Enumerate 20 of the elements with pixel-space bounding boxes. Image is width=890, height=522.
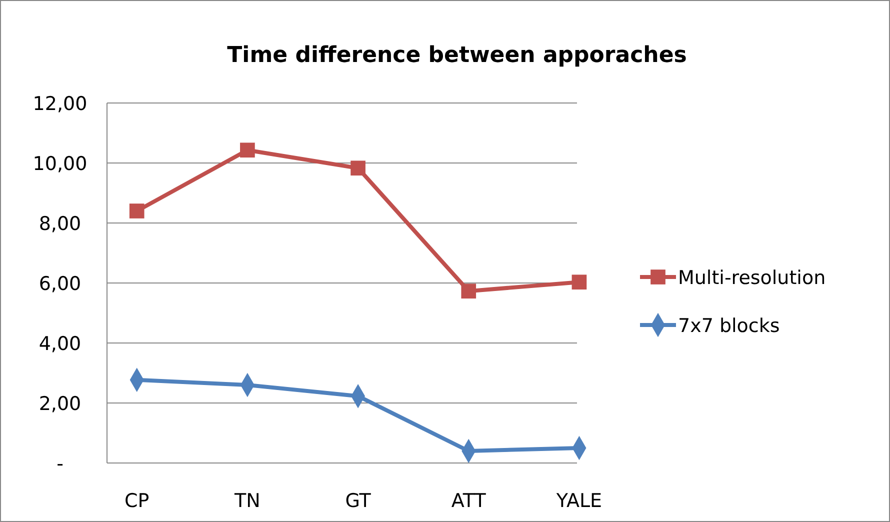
y-tick-label: 8,00 [38, 213, 82, 235]
y-tick-label: 12,00 [32, 93, 88, 115]
y-tick-label: 2,00 [38, 393, 82, 415]
legend-label: Multi-resolution [678, 267, 826, 289]
y-tick-label: - [56, 453, 64, 475]
point [240, 142, 255, 158]
x-tick-label: TN [234, 490, 260, 512]
legend-label: 7x7 blocks [678, 315, 780, 337]
x-tick-label: GT [345, 490, 372, 512]
x-tick-label: ATT [451, 490, 486, 512]
y-tick-label: 10,00 [32, 153, 88, 175]
y-tick-label: 4,00 [38, 333, 82, 355]
x-tick-label: CP [124, 490, 150, 512]
chart-title: Time difference between apporaches [227, 43, 687, 68]
y-tick-label: 6,00 [38, 273, 82, 295]
point [572, 274, 587, 290]
x-tick-label: YALE [555, 490, 602, 512]
point [461, 284, 476, 299]
point [129, 204, 144, 218]
point [350, 160, 366, 176]
